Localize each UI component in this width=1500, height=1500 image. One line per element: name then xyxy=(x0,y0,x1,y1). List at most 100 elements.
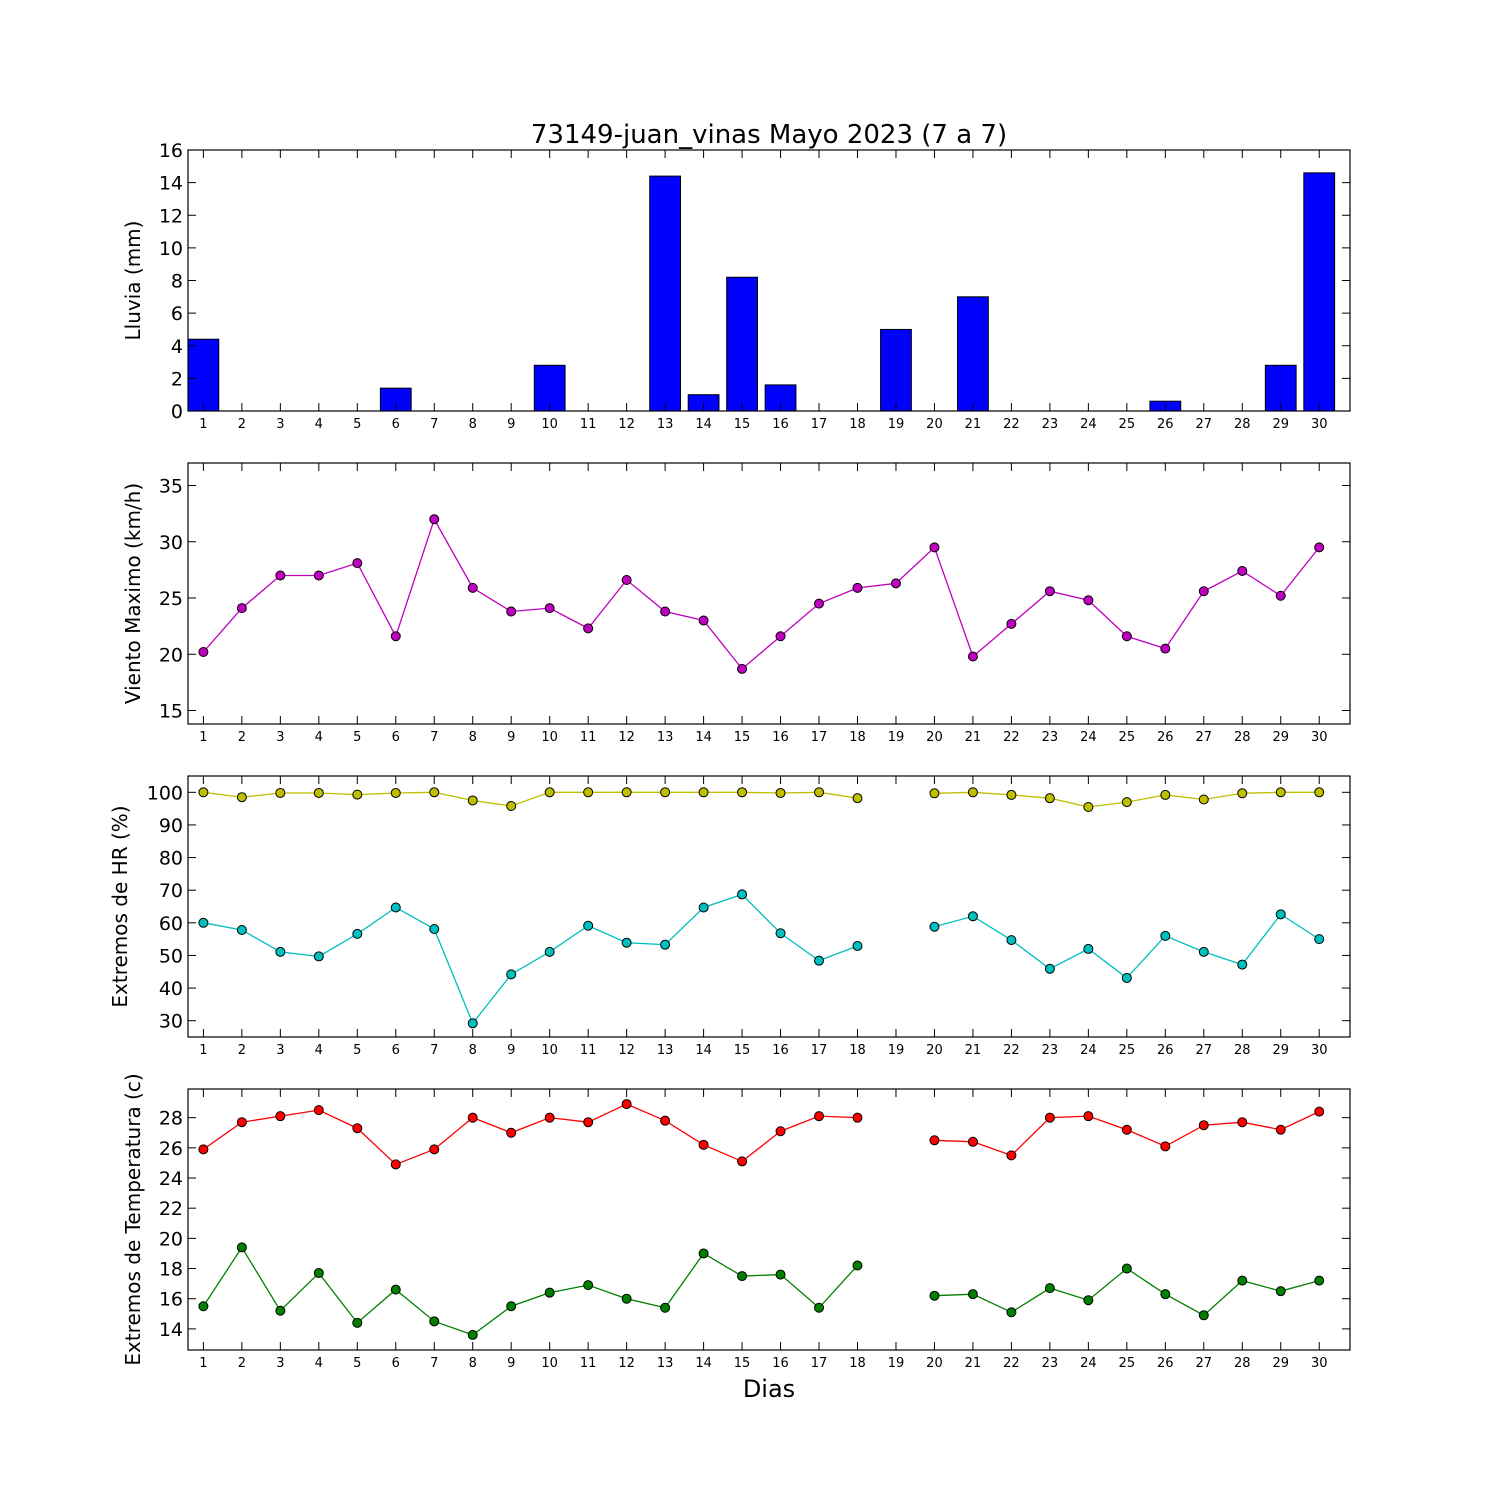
x-tick-label: 20 xyxy=(926,1043,943,1058)
series-2-point-day-1 xyxy=(198,917,209,928)
series-1-point-day-30 xyxy=(1314,542,1325,553)
x-tick-label: 24 xyxy=(1080,1356,1097,1371)
series-1-point-day-23 xyxy=(1044,793,1055,804)
series-2-point-day-8 xyxy=(467,1018,478,1029)
x-tick-label: 11 xyxy=(580,1356,597,1371)
series-2-point-day-22 xyxy=(1006,935,1017,946)
x-tick-label: 27 xyxy=(1196,1356,1213,1371)
x-tick-label: 12 xyxy=(618,1043,635,1058)
y-tick-label: 26 xyxy=(159,1138,183,1160)
x-tick-label: 28 xyxy=(1234,730,1251,745)
series-2-point-day-16 xyxy=(775,928,786,939)
x-tick-label: 3 xyxy=(276,1043,284,1058)
x-tick-label: 16 xyxy=(772,1043,789,1058)
y-tick-label: 25 xyxy=(159,588,183,610)
series-1-point-day-25 xyxy=(1121,1124,1132,1135)
series-1-point-day-8 xyxy=(467,582,478,593)
y-tick-label: 60 xyxy=(159,913,183,935)
series-1-point-day-7 xyxy=(429,514,440,525)
series-1-point-day-17 xyxy=(814,787,825,798)
bar-day-1 xyxy=(187,338,220,412)
series-2-point-day-25 xyxy=(1121,972,1132,983)
series-1-point-day-27 xyxy=(1198,794,1209,805)
y-tick-label: 16 xyxy=(159,1289,183,1311)
x-tick-label: 19 xyxy=(888,417,905,432)
x-tick-label: 10 xyxy=(541,417,558,432)
x-tick-label: 16 xyxy=(772,730,789,745)
series-2-point-day-4 xyxy=(313,951,324,962)
series-1-point-day-18 xyxy=(852,793,863,804)
series-1-point-day-27 xyxy=(1198,586,1209,597)
y-tick-label: 0 xyxy=(171,401,183,423)
x-tick-label: 24 xyxy=(1080,417,1097,432)
series-1-point-day-5 xyxy=(352,789,363,800)
series-2-point-day-26 xyxy=(1160,930,1171,941)
x-tick-label: 13 xyxy=(657,417,674,432)
x-tick-label: 4 xyxy=(315,417,323,432)
x-tick-label: 7 xyxy=(430,1356,438,1371)
x-tick-label: 15 xyxy=(734,730,751,745)
x-tick-label: 2 xyxy=(238,417,246,432)
series-1-point-day-6 xyxy=(390,631,401,642)
y-tick-label: 50 xyxy=(159,945,183,967)
x-tick-label: 23 xyxy=(1042,730,1059,745)
series-2-point-day-14 xyxy=(698,902,709,913)
series-2-point-day-8 xyxy=(467,1329,478,1340)
x-tick-label: 7 xyxy=(430,417,438,432)
series-1-point-day-17 xyxy=(814,1111,825,1122)
series-1-line-segment-1 xyxy=(202,517,1320,670)
x-tick-label: 21 xyxy=(965,730,982,745)
series-1-point-day-28 xyxy=(1237,1117,1248,1128)
series-1-point-day-12 xyxy=(621,575,632,585)
x-tick-label: 11 xyxy=(580,730,597,745)
y-tick-label: 12 xyxy=(159,205,183,227)
x-tick-label: 19 xyxy=(888,1356,905,1371)
series-2-point-day-3 xyxy=(275,1305,286,1316)
x-tick-label: 20 xyxy=(926,1356,943,1371)
y-tick-label: 14 xyxy=(159,1319,183,1341)
y-axis-label: Extremos de HR (%) xyxy=(108,805,132,1007)
plot-frame xyxy=(187,1088,1351,1351)
x-tick-label: 13 xyxy=(657,1043,674,1058)
bar-day-30 xyxy=(1303,172,1336,412)
x-tick-label: 10 xyxy=(541,1356,558,1371)
bar-day-21 xyxy=(957,296,989,412)
series-2-point-day-24 xyxy=(1083,1295,1094,1306)
x-tick-label: 21 xyxy=(965,417,982,432)
series-2-point-day-4 xyxy=(313,1268,324,1279)
series-1-point-day-28 xyxy=(1237,566,1248,576)
series-1-point-day-12 xyxy=(621,787,632,798)
x-tick-label: 30 xyxy=(1311,730,1328,745)
x-tick-label: 20 xyxy=(926,730,943,745)
y-tick-label: 16 xyxy=(159,140,183,162)
series-2-point-day-16 xyxy=(775,1269,786,1280)
y-tick-label: 28 xyxy=(159,1108,183,1130)
series-1-point-day-16 xyxy=(775,1126,786,1137)
y-tick-label: 15 xyxy=(159,701,183,723)
series-1-point-day-28 xyxy=(1237,788,1248,799)
series-1-point-day-11 xyxy=(583,623,594,634)
series-1-point-day-6 xyxy=(390,787,401,798)
x-tick-label: 23 xyxy=(1042,417,1059,432)
x-tick-label: 1 xyxy=(199,1356,207,1371)
series-2-point-day-20 xyxy=(929,1290,940,1301)
x-tick-label: 13 xyxy=(657,1356,674,1371)
series-1-line-segment-1 xyxy=(203,1103,858,1166)
series-1-point-day-1 xyxy=(198,1144,209,1155)
x-tick-label: 11 xyxy=(580,417,597,432)
series-1-point-day-13 xyxy=(660,1115,671,1126)
x-tick-label: 4 xyxy=(315,730,323,745)
x-tick-label: 7 xyxy=(430,1043,438,1058)
x-tick-label: 21 xyxy=(965,1356,982,1371)
series-1-point-day-3 xyxy=(275,1111,286,1122)
y-tick-label: 20 xyxy=(159,644,183,666)
y-axis-label: Viento Maximo (km/h) xyxy=(121,483,145,704)
series-1-point-day-10 xyxy=(544,787,555,798)
series-2-point-day-27 xyxy=(1198,1310,1209,1321)
x-tick-label: 18 xyxy=(849,1356,866,1371)
x-tick-label: 26 xyxy=(1157,1043,1174,1058)
y-tick-label: 2 xyxy=(171,368,183,390)
series-1-point-day-9 xyxy=(506,1127,517,1138)
